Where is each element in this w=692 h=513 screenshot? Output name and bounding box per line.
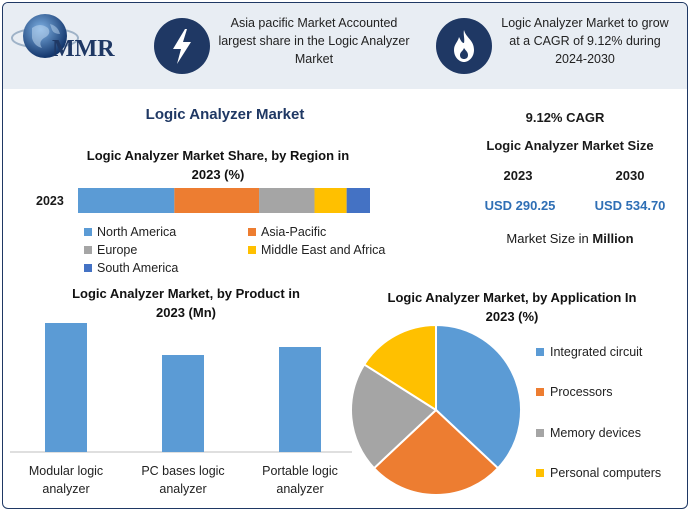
flame-icon [454, 30, 474, 62]
legend-label: Memory devices [550, 426, 641, 440]
application-legend-item: Personal computers [536, 466, 661, 480]
product-category-label: Modular logic analyzer [6, 462, 126, 498]
legend-swatch [84, 246, 92, 254]
legend-label: South America [97, 261, 179, 275]
product-chart-title: Logic Analyzer Market, by Product in 202… [72, 286, 300, 320]
legend-swatch [248, 246, 256, 254]
legend-swatch [248, 228, 256, 236]
legend-swatch [536, 348, 544, 356]
legend-label: North America [97, 225, 177, 239]
mmr-logo: MMR [10, 8, 140, 68]
year-2030-label: 2030 [615, 168, 645, 183]
fact-asia-pacific: Asia pacific Market Accounted largest sh… [218, 16, 410, 66]
application-legend-item: Integrated circuit [536, 345, 642, 359]
product-category-line: PC bases logic [141, 464, 225, 478]
region-chart-title: Logic Analyzer Market Share, by Region i… [86, 148, 350, 182]
globe-icon [11, 14, 79, 58]
unit-word: Million [592, 231, 634, 246]
region-legend-item: Europe [84, 243, 137, 257]
legend-label: Middle East and Africa [261, 243, 386, 257]
legend-swatch [536, 388, 544, 396]
region-category-label: 2023 [36, 194, 64, 208]
product-category-line: Portable logic [262, 464, 338, 478]
legend-label: Europe [97, 243, 138, 257]
product-category-label: PC bases logic analyzer [123, 462, 243, 498]
page-title: Logic Analyzer Market [145, 106, 305, 123]
legend-swatch [84, 264, 92, 272]
cagr-label: 9.12% CAGR [525, 110, 605, 125]
application-legend-item: Memory devices [536, 426, 641, 440]
region-legend-item: Middle East and Africa [248, 243, 385, 257]
product-category-line: analyzer [276, 482, 324, 496]
lightning-icon-circle [154, 18, 210, 74]
product-category-line: analyzer [42, 482, 90, 496]
region-legend-item: North America [84, 225, 176, 239]
application-legend-item: Processors [536, 385, 613, 399]
unit-prefix: Market Size in [506, 231, 593, 246]
infographic-frame [2, 2, 688, 509]
legend-swatch [84, 228, 92, 236]
region-legend-item: South America [84, 261, 178, 275]
lightning-icon [173, 29, 191, 64]
value-2023: USD 290.25 [484, 198, 556, 213]
region-legend-item: Asia-Pacific [248, 225, 326, 239]
market-size-title: Logic Analyzer Market Size [486, 138, 654, 153]
flame-icon-circle [436, 18, 492, 74]
product-category-line: analyzer [159, 482, 207, 496]
legend-swatch [536, 469, 544, 477]
legend-label: Processors [550, 385, 613, 399]
fact-cagr: Logic Analyzer Market to grow at a CAGR … [501, 16, 669, 66]
logo-text: MMR [52, 36, 115, 62]
legend-label: Integrated circuit [550, 345, 643, 359]
header-band [3, 3, 687, 89]
year-2023-label: 2023 [503, 168, 533, 183]
market-size-unit: Market Size in Million [470, 231, 670, 246]
value-2030: USD 534.70 [594, 198, 666, 213]
application-chart-title: Logic Analyzer Market, by Application In… [387, 290, 637, 324]
product-category-line: Modular logic [28, 464, 104, 478]
product-category-label: Portable logic analyzer [240, 462, 360, 498]
legend-label: Asia-Pacific [261, 225, 327, 239]
legend-swatch [536, 429, 544, 437]
legend-label: Personal computers [550, 466, 662, 480]
